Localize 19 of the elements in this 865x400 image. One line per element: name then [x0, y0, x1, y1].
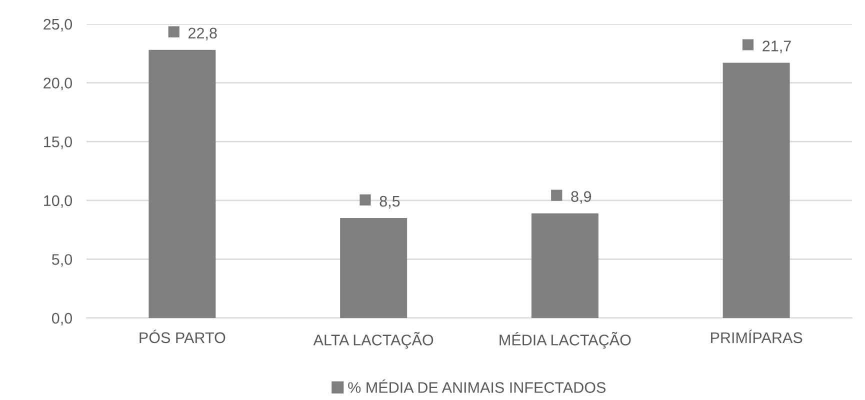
bar — [531, 213, 598, 318]
x-tick-label: ALTA LACTAÇÃO — [313, 332, 434, 349]
y-tick-label: 0,0 — [52, 312, 72, 326]
x-tick-label: PÓS PARTO — [140, 330, 226, 344]
y-tick-label: 25,0 — [44, 18, 72, 32]
bar — [148, 50, 216, 318]
y-tick-label: 20,0 — [44, 78, 72, 90]
data-label: 22,8 — [188, 28, 217, 40]
x-tick-label: PRIMÍPARAS — [711, 330, 802, 344]
bar — [340, 218, 408, 318]
bar — [722, 62, 790, 318]
data-label: 8,5 — [380, 196, 400, 208]
legend-label: % MÉDIA DE ANIMAIS INFECTADOS — [348, 380, 606, 393]
data-label: 8,9 — [571, 191, 592, 204]
x-tick-label: MÉDIA LACTAÇÃO — [500, 332, 631, 349]
y-tick-label: 15,0 — [44, 136, 72, 150]
y-tick-label: 10,0 — [44, 195, 72, 208]
y-tick-label: 5,0 — [52, 254, 72, 267]
data-label: 21,7 — [762, 40, 791, 54]
